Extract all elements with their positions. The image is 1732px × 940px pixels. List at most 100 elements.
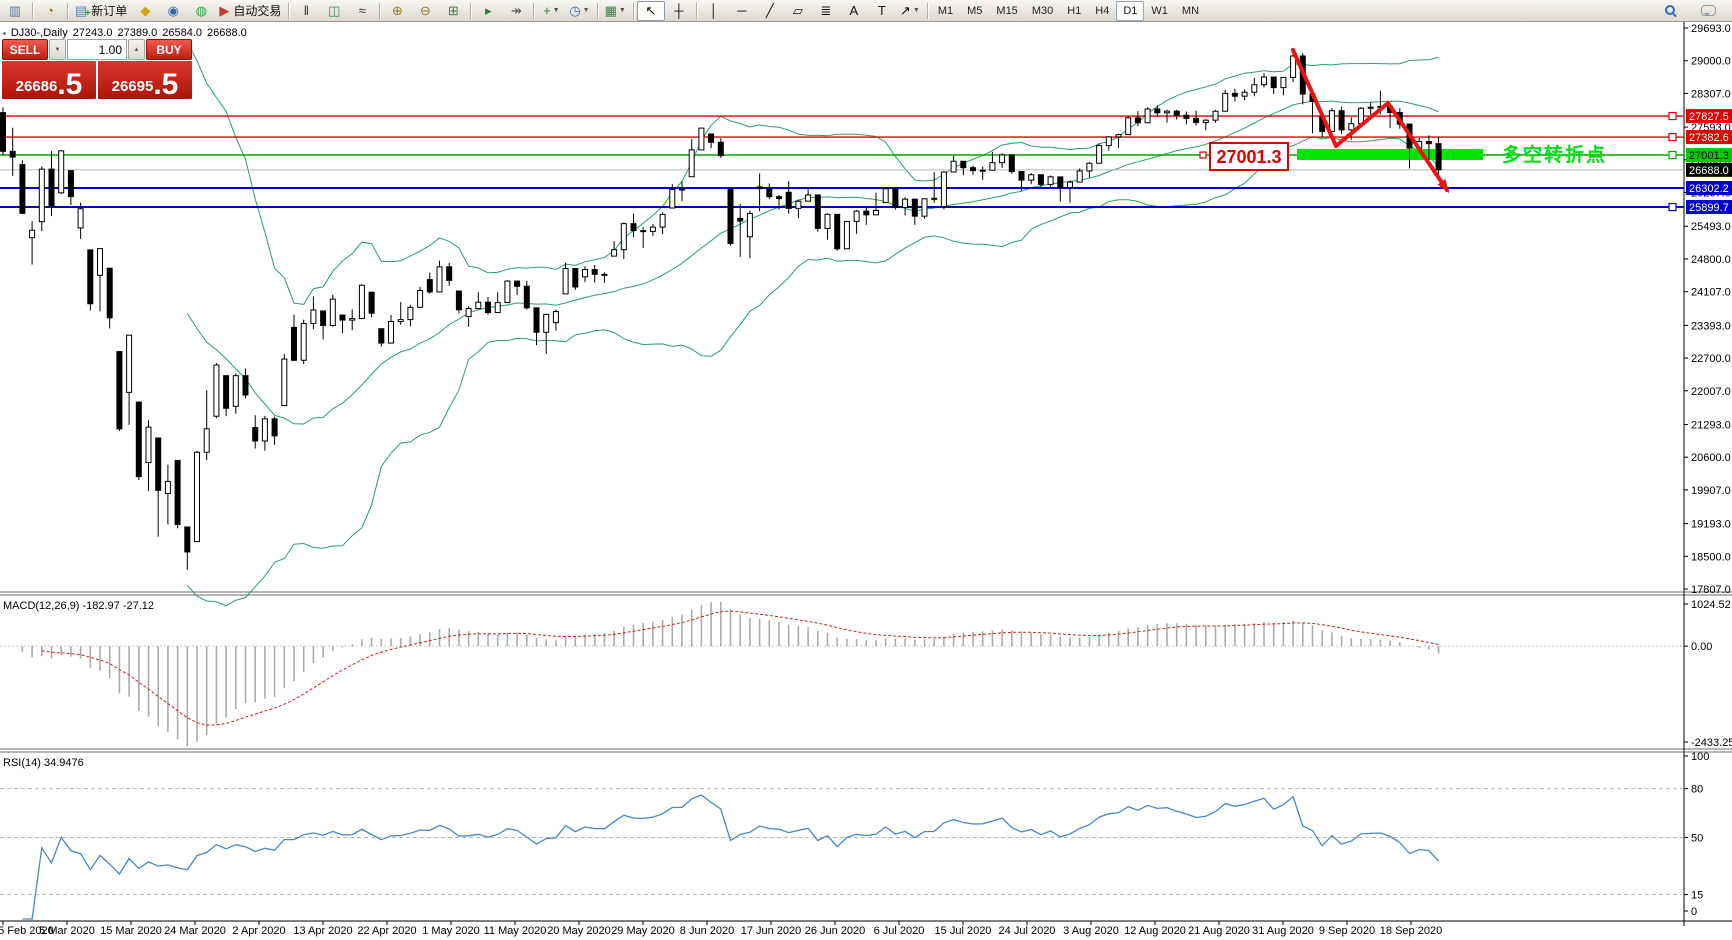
plus-badge-icon: + [85,7,91,19]
chevron-down-icon: ▼ [618,7,626,14]
svg-text:31 Aug 2020: 31 Aug 2020 [1252,925,1314,937]
indicators-menu-button[interactable]: + ▼ [537,1,565,21]
timeframe-m30-button[interactable]: M30 [1031,4,1054,17]
chart-shift-icon-glyph: ▸ [485,3,492,18]
trend-zigzag-arrow[interactable] [1291,48,1450,194]
new-order-button-label: 新订单 [91,3,128,18]
svg-text:20600.0: 20600.0 [1691,452,1731,464]
tile-windows-icon[interactable]: ⊞ [439,1,467,21]
timeframe-h4-button[interactable]: H4 [1095,4,1110,17]
indicators-menu-glyph: + [543,3,551,18]
svg-text:15 Jul 2020: 15 Jul 2020 [935,925,992,937]
seal-icon[interactable]: ◆ [131,1,159,21]
chart-shift-icon[interactable]: ▸ [474,1,502,21]
symbol-icon: ▪ [3,28,6,38]
svg-text:22 Apr 2020: 22 Apr 2020 [357,925,416,937]
svg-text:24800.0: 24800.0 [1691,254,1731,266]
price-callout[interactable]: 27001.3 [1199,142,1289,171]
svg-text:22700.0: 22700.0 [1691,353,1731,365]
market-watch-icon[interactable]: ▥ [1,1,29,21]
trendline-tool-button[interactable]: ╱ [756,1,784,21]
fibonacci-tool-glyph: ≣ [820,3,832,18]
bars-chart-icon[interactable]: ‖ [292,1,320,21]
svg-text:25899.7: 25899.7 [1689,202,1729,214]
timeframe-mn-button[interactable]: MN [1181,4,1200,17]
timeframe-d1-button[interactable]: D1 [1116,0,1145,21]
sell-price-int: 26686 [15,78,58,95]
sell-button[interactable]: SELL [2,39,48,60]
templates-menu-glyph: ▦ [604,3,617,18]
new-order-glyph: ▤ [75,3,88,18]
mql5-community-icon[interactable]: ◉ [159,1,187,21]
zoom-out-icon[interactable]: ⊖ [411,1,439,21]
sell-price-frac: .5 [57,68,83,102]
vertical-line-tool-button[interactable]: │ [700,1,728,21]
auto-scroll-icon[interactable]: ↠ [502,1,530,21]
timeframe-w1-button[interactable]: W1 [1151,4,1168,17]
tile-windows-icon-glyph: ⊞ [447,3,459,18]
timeframe-m15-button[interactable]: M15 [996,4,1018,17]
svg-text:RSI(14) 34.9476: RSI(14) 34.9476 [3,757,84,769]
volume-input[interactable] [67,39,127,60]
candlesticks [0,51,1442,570]
one-click-trading-panel: SELL ▼ ▲ BUY 26686.5 26695.5 [2,39,192,102]
svg-text:8 Jun 2020: 8 Jun 2020 [680,925,734,937]
buy-price-panel[interactable]: 26695.5 [98,61,192,100]
volume-increase-button[interactable]: ▲ [128,39,145,60]
svg-text:29693.0: 29693.0 [1691,23,1731,35]
text-label-tool-button[interactable]: T [868,1,896,21]
price-axis-labels: 27827.5 27382.6 27001.3 26302.2 25899.7 26688… [1686,109,1732,215]
line-chart-icon-glyph: ≈ [358,3,366,18]
zoom-in-icon[interactable]: ⊕ [383,1,411,21]
svg-text:-2433.25: -2433.25 [1691,737,1732,749]
svg-text:2 Apr 2020: 2 Apr 2020 [232,925,285,937]
svg-text:27001.3: 27001.3 [1689,150,1729,162]
timeframe-m1-button[interactable]: M1 [937,4,954,17]
svg-text:25493.0: 25493.0 [1691,221,1731,233]
chevron-down-icon: ▼ [912,7,920,14]
chart-symbol-period: DJ30-,Daily [10,27,68,39]
periods-menu-button[interactable]: ◷ ▼ [565,1,593,21]
signals-icon[interactable]: ◍ [187,1,215,21]
buy-button[interactable]: BUY [146,39,192,60]
cursor-tool-glyph: ↖ [645,3,657,18]
svg-text:1 May 2020: 1 May 2020 [422,925,479,937]
ohlc-low: 26584.0 [162,27,202,39]
text-tool-button[interactable]: A [840,1,868,21]
new-order-button[interactable]: ▤ + 新订单 [71,1,131,21]
line-chart-icon[interactable]: ≈ [348,1,376,21]
fibonacci-tool-button[interactable]: ≣ [812,1,840,21]
autotrading-glyph: ▶ [219,3,230,18]
crosshair-tool-button[interactable]: ┼ [665,1,693,21]
svg-text:5 Mar 2020: 5 Mar 2020 [39,925,95,937]
svg-text:22007.0: 22007.0 [1691,386,1731,398]
zone-label-text[interactable]: 多空转折点 [1502,143,1607,166]
ohlc-open: 27243.0 [72,27,113,39]
chat-button[interactable] [1694,1,1722,21]
search-button[interactable] [1656,1,1684,21]
chart-frame [0,22,1732,922]
volume-decrease-button[interactable]: ▼ [49,39,66,60]
autotrading-button[interactable]: ▶ 自动交易 [215,1,285,21]
crosshair-tool-glyph: ┼ [674,3,684,18]
periods-menu-glyph: ◷ [569,3,581,18]
equidistant-channel-tool-button[interactable]: ▱ [784,1,812,21]
horizontal-line-tool-button[interactable]: ─ [728,1,756,21]
support-zone-bar[interactable] [1297,149,1483,160]
cursor-tool-button[interactable]: ↖ [636,0,665,21]
timeframe-h1-button[interactable]: H1 [1067,4,1082,17]
strategy-tester-icon[interactable]: ◔ [36,1,64,21]
auto-scroll-icon-glyph: ↠ [510,3,522,18]
templates-menu-button[interactable]: ▦ ▼ [601,1,630,21]
sell-price-panel[interactable]: 26686.5 [2,61,96,102]
timeframe-m5-button[interactable]: M5 [967,4,983,17]
svg-text:0.00: 0.00 [1691,641,1712,653]
price-level-lines [0,115,1684,209]
market-watch-icon-glyph: ▥ [8,3,22,18]
svg-text:25 Feb 2020: 25 Feb 2020 [0,925,54,937]
arrows-tool-button[interactable]: ↗ ▼ [896,1,924,21]
candles-chart-icon[interactable]: ◫ [320,1,348,21]
buy-price-int: 26695 [111,78,154,95]
